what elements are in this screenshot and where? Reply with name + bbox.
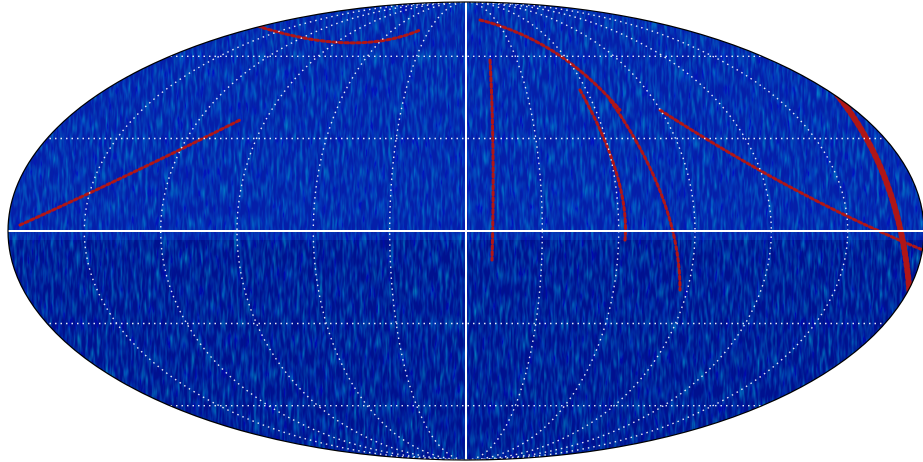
- streak: [478, 18, 622, 112]
- streaks: [18, 18, 923, 303]
- streak: [18, 118, 242, 227]
- streak: [658, 108, 923, 252]
- streak: [488, 58, 495, 262]
- map-outline: [7, 1, 923, 461]
- streak: [608, 98, 682, 292]
- streak: [578, 88, 627, 242]
- streak: [238, 18, 422, 45]
